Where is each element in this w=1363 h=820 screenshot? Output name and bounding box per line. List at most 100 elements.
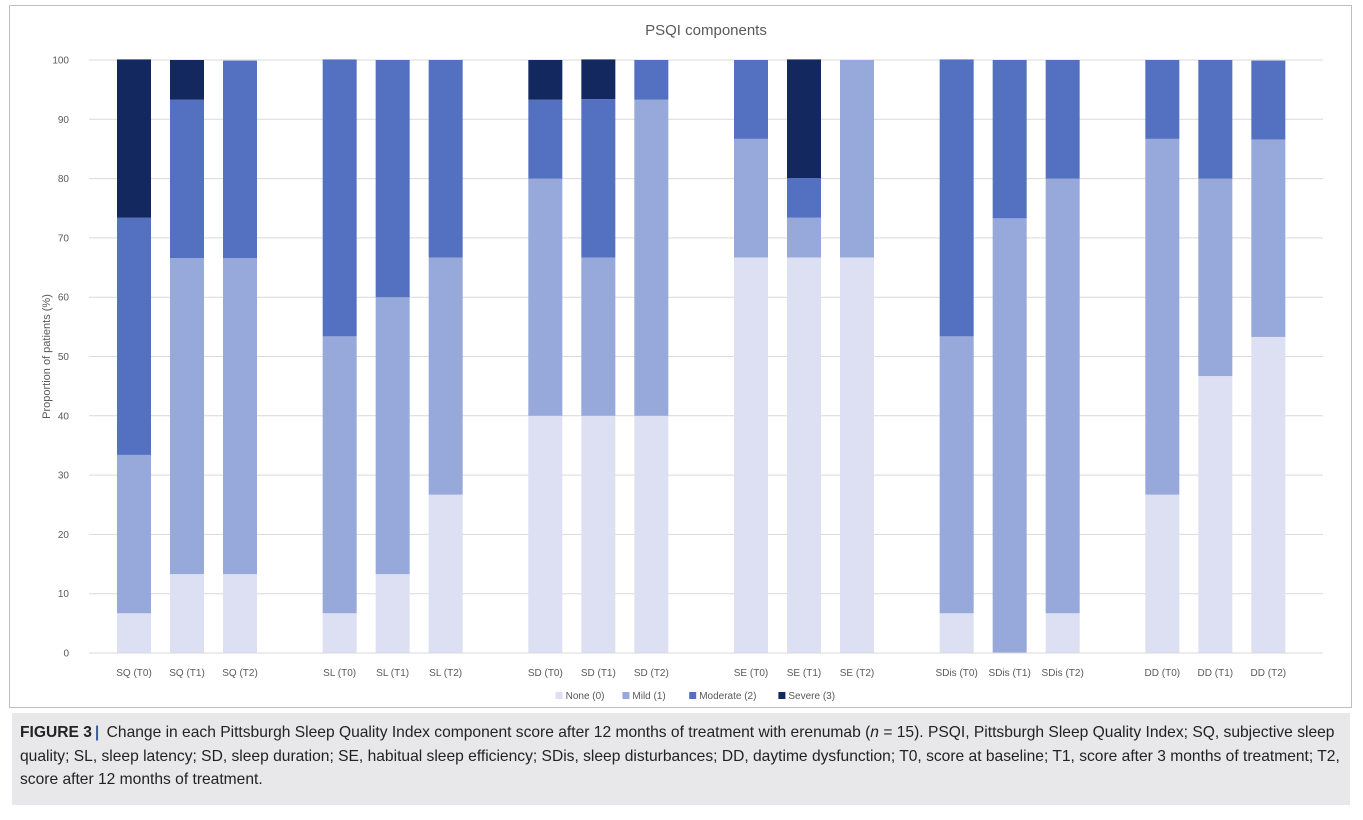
x-tick-label: SL (T2) — [429, 668, 462, 679]
bar-segment-sd-t1-s0 — [581, 415, 616, 653]
bar-segment-sl-t0-s1 — [322, 336, 357, 614]
bar-segment-dd-t0-s1 — [1145, 138, 1180, 495]
bar-segment-sd-t0-s0 — [528, 415, 563, 653]
bar-segment-dd-t0-s2 — [1145, 60, 1180, 139]
bar-segment-sq-t0-s3 — [117, 59, 151, 218]
bar-segment-sd-t2-s0 — [634, 415, 669, 653]
chart-title: PSQI components — [645, 22, 767, 39]
bar-segment-sl-t2-s0 — [428, 494, 463, 653]
bar-segment-sl-t1-s1 — [375, 297, 410, 575]
x-tick-label: DD (T1) — [1198, 668, 1234, 679]
bar-segment-sd-t0-s2 — [528, 99, 563, 179]
caption-text-part-1: Change in each Pittsburgh Sleep Quality … — [102, 724, 871, 741]
y-axis-label: Proportion of patients (%) — [41, 294, 53, 419]
legend-label-2: Moderate (2) — [699, 691, 756, 702]
y-tick-label-100: 100 — [52, 56, 69, 67]
y-tick-label-0: 0 — [63, 649, 69, 660]
bar-segment-sd-t2-s2 — [634, 60, 669, 100]
x-tick-label: SE (T1) — [787, 668, 821, 679]
bar-segment-sd-t1-s3 — [581, 59, 616, 100]
legend-label-1: Mild (1) — [632, 691, 665, 702]
x-tick-label: SL (T0) — [323, 668, 356, 679]
bar-segment-sdis-t1-s2 — [992, 60, 1027, 219]
bar-segment-sl-t2-s1 — [428, 257, 463, 495]
x-tick-label: SD (T1) — [581, 668, 616, 679]
bar-segment-se-t1-s0 — [787, 257, 821, 653]
bar-segment-sd-t1-s1 — [581, 257, 616, 416]
y-tick-label-50: 50 — [58, 352, 70, 363]
bar-segment-dd-t1-s2 — [1198, 60, 1233, 179]
bar-segment-sl-t1-s0 — [375, 574, 410, 653]
bar-segment-sd-t0-s1 — [528, 178, 563, 416]
legend-label-0: None (0) — [566, 691, 605, 702]
figure-caption: FIGURE 3 | Change in each Pittsburgh Slee… — [12, 713, 1350, 805]
bar-segment-sl-t0-s0 — [322, 613, 357, 653]
caption-text-part-2: = 15). PSQI, Pittsburgh Sleep Quality In… — [20, 724, 1340, 788]
bar-segment-sq-t2-s0 — [223, 574, 257, 653]
bar-segment-sq-t1-s1 — [170, 258, 204, 575]
bar-segment-sq-t1-s0 — [170, 574, 204, 653]
bar-segment-sd-t2-s1 — [634, 99, 669, 416]
bar-segment-dd-t2-s2 — [1251, 60, 1286, 140]
bar-segment-sdis-t2-s1 — [1045, 178, 1080, 614]
y-tick-label-70: 70 — [58, 233, 70, 244]
y-tick-label-40: 40 — [58, 411, 70, 422]
bar-segment-se-t0-s1 — [734, 138, 768, 258]
x-tick-label: SD (T2) — [634, 668, 669, 679]
x-tick-label: SQ (T0) — [116, 668, 152, 679]
caption-separator: | — [94, 724, 100, 741]
bar-segment-sq-t2-s2 — [223, 60, 257, 259]
bar-segment-sq-t1-s2 — [170, 99, 204, 259]
y-tick-label-10: 10 — [58, 589, 70, 600]
bar-segment-se-t2-s0 — [840, 257, 874, 653]
bar-segment-sdis-t0-s0 — [939, 613, 974, 653]
bar-segment-se-t1-s2 — [787, 178, 821, 218]
x-tick-label: SDis (T0) — [936, 668, 978, 679]
bar-segment-se-t0-s0 — [734, 257, 768, 653]
y-tick-label-90: 90 — [58, 115, 70, 126]
y-tick-label-80: 80 — [58, 174, 70, 185]
x-tick-label: DD (T2) — [1251, 668, 1287, 679]
bar-segment-sq-t0-s0 — [117, 613, 151, 653]
legend-swatch-2 — [689, 692, 697, 699]
legend-swatch-0 — [555, 692, 563, 699]
bar-segment-se-t1-s1 — [787, 217, 821, 258]
bar-segment-sdis-t2-s2 — [1045, 60, 1080, 179]
stacked-bar-chart: 0 10 20 30 40 50 60 70 80 90 100 PSQI components Pro… — [41, 22, 1323, 702]
bar-segment-sl-t2-s2 — [428, 60, 463, 258]
bar-segment-dd-t1-s1 — [1198, 178, 1233, 377]
legend-swatch-3 — [778, 692, 786, 699]
bar-segment-sl-t1-s2 — [375, 60, 410, 298]
bar-segment-sl-t0-s2 — [322, 59, 357, 337]
bar-segment-sq-t0-s1 — [117, 454, 151, 614]
caption-label: FIGURE 3 — [20, 724, 92, 741]
bar-segment-dd-t1-s0 — [1198, 376, 1233, 653]
x-tick-label: SD (T0) — [528, 668, 563, 679]
bar-segment-se-t2-s1 — [840, 60, 874, 258]
bar-segment-sdis-t0-s2 — [939, 59, 974, 337]
bar-segment-sd-t0-s3 — [528, 60, 563, 100]
x-tick-label: SL (T1) — [376, 668, 409, 679]
bar-segment-sdis-t0-s1 — [939, 336, 974, 614]
y-tick-label-60: 60 — [58, 293, 70, 304]
bar-segment-sdis-t2-s0 — [1045, 613, 1080, 653]
x-tick-label: SDis (T2) — [1042, 668, 1084, 679]
x-tick-label: DD (T0) — [1145, 668, 1181, 679]
bar-segment-dd-t0-s0 — [1145, 494, 1180, 653]
caption-n-symbol: n — [870, 724, 879, 741]
x-tick-label: SE (T2) — [840, 668, 874, 679]
x-tick-label: SDis (T1) — [989, 668, 1031, 679]
bar-segment-se-t0-s2 — [734, 60, 768, 139]
bar-segment-sq-t1-s3 — [170, 60, 204, 100]
legend-swatch-1 — [622, 692, 630, 699]
x-tick-label: SQ (T1) — [169, 668, 205, 679]
bar-segment-sq-t0-s2 — [117, 217, 151, 455]
x-tick-label: SQ (T2) — [222, 668, 258, 679]
bar-segment-dd-t2-s1 — [1251, 139, 1286, 337]
y-tick-label-30: 30 — [58, 471, 70, 482]
chart-frame: 0 10 20 30 40 50 60 70 80 90 100 PSQI components Pro… — [9, 5, 1352, 708]
legend-label-3: Severe (3) — [788, 691, 835, 702]
bar-segment-dd-t2-s0 — [1251, 336, 1286, 653]
bar-segment-sd-t1-s2 — [581, 99, 616, 258]
